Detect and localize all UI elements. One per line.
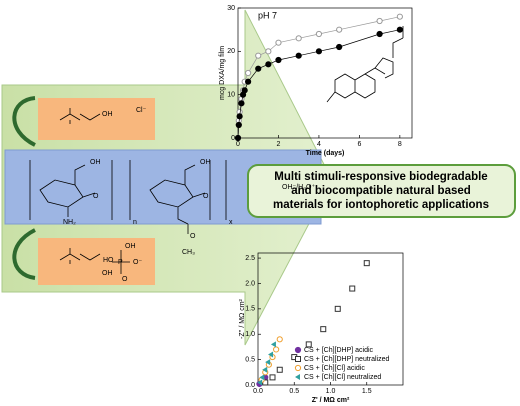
marker — [269, 374, 276, 381]
group-label: O⁻ — [133, 259, 142, 266]
y-tick-label: 20 — [227, 48, 235, 55]
legend-marker — [295, 374, 300, 380]
marker — [295, 35, 302, 42]
molecule-drawing — [29, 26, 404, 274]
group-label: OH — [102, 270, 113, 277]
marker — [396, 26, 403, 33]
x-axis-label: Z' / MΩ cm² — [312, 397, 350, 404]
marker — [349, 285, 356, 292]
y-tick-label: 10 — [227, 92, 235, 99]
y-tick-label: 2.5 — [245, 255, 255, 262]
marker — [268, 351, 274, 358]
marker — [270, 341, 276, 348]
group-label: P — [118, 259, 123, 266]
curved-arrow — [12, 96, 36, 147]
marker — [376, 17, 383, 25]
marker — [245, 69, 252, 77]
group-label: OH — [102, 111, 113, 118]
marker — [238, 100, 245, 107]
conclusion-line: Multi stimuli-responsive biodegradable — [274, 171, 487, 183]
choline-phosphate-box — [38, 238, 155, 285]
conclusion-box — [247, 164, 516, 218]
x-axis-label: Time (days) — [306, 150, 345, 157]
legend-label: CS + [Ch][DHP] neutralized — [304, 356, 390, 363]
y-axis-label: mcg DXA/mg film — [219, 46, 226, 100]
y-tick-label: 1.5 — [245, 306, 255, 313]
x-tick-label: 1.5 — [362, 388, 372, 395]
group-label: O — [122, 276, 128, 283]
marker — [336, 26, 343, 33]
y-tick-label: 1.0 — [245, 331, 255, 338]
marker — [235, 121, 242, 129]
marker — [336, 43, 343, 51]
chitosan-label: NH₂ — [63, 219, 76, 226]
marker — [265, 48, 272, 55]
legend-label: CS + [Ch][DHP] acidic — [304, 347, 374, 354]
marker — [234, 134, 242, 142]
marker — [255, 52, 262, 59]
legend-marker — [294, 364, 302, 372]
marker — [275, 56, 282, 64]
marker — [273, 346, 280, 353]
marker — [276, 366, 283, 373]
legend-label: CS + [Ch][Cl] neutralized — [304, 374, 381, 381]
legend-marker — [294, 346, 302, 354]
marker — [305, 341, 312, 348]
conclusion-line: materials for iontophoretic applications — [273, 199, 489, 211]
marker — [255, 65, 262, 72]
y-tick-label: 2.0 — [245, 280, 255, 287]
x-tick-label: 8 — [398, 141, 402, 148]
marker — [376, 30, 383, 38]
x-tick-label: 4 — [317, 141, 321, 148]
marker — [275, 39, 282, 46]
x-tick-label: 2 — [277, 141, 281, 148]
marker — [241, 87, 248, 94]
y-tick-label: 30 — [227, 5, 235, 12]
marker — [295, 52, 302, 59]
note: pH 7 — [258, 10, 277, 20]
marker — [236, 113, 243, 120]
marker — [315, 48, 323, 55]
marker — [315, 30, 323, 38]
chitosan-label: O — [93, 193, 99, 200]
chitosan-label: CH₃ — [182, 249, 195, 256]
y-tick-label: 0.5 — [245, 356, 255, 363]
marker — [262, 366, 268, 373]
chitosan-label: x — [229, 219, 233, 226]
marker — [320, 326, 327, 333]
plot-frame — [237, 7, 413, 139]
chitosan-label: OH — [200, 159, 211, 166]
marker — [259, 374, 265, 381]
marker — [396, 13, 403, 20]
marker — [265, 61, 272, 68]
y-tick-label: 0.0 — [245, 382, 255, 389]
group-label: OH — [125, 243, 136, 250]
group-label: Cl⁻ — [136, 107, 147, 114]
marker — [276, 336, 283, 343]
legend-marker — [295, 356, 301, 362]
curved-arrow — [12, 228, 36, 280]
chitosan-label: O — [190, 233, 196, 240]
y-tick-label: 0 — [231, 135, 235, 142]
marker — [257, 379, 263, 386]
marker — [334, 305, 341, 312]
conclusion-line: and biocompatible natural based — [291, 185, 471, 197]
legend-label: CS + [Ch][Cl] acidic — [304, 365, 365, 372]
x-tick-label: 0.0 — [253, 388, 263, 395]
stimulus-label: OH⁻/H₃O⁺ — [282, 184, 315, 191]
x-tick-label: 0 — [236, 141, 240, 148]
marker — [363, 260, 370, 267]
chitosan-label: O — [203, 193, 209, 200]
x-tick-label: 1.0 — [326, 388, 336, 395]
y-axis-label: -Z'' / MΩ cm² — [239, 298, 246, 338]
chitosan-label: OH — [90, 159, 101, 166]
x-tick-label: 6 — [357, 141, 361, 148]
x-tick-label: 0.5 — [289, 388, 299, 395]
chitosan-label: n — [133, 219, 137, 226]
marker — [265, 359, 271, 366]
choline-chloride-box — [38, 98, 155, 140]
marker — [245, 78, 252, 85]
group-label: HO — [103, 257, 114, 264]
